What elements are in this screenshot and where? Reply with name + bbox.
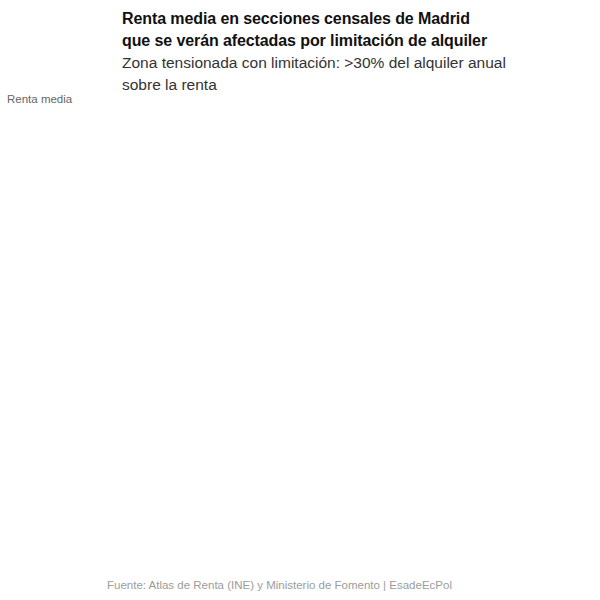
chart-figure: Renta media en secciones censales de Mad…: [0, 0, 600, 600]
plot-area: [0, 0, 600, 600]
source-caption: Fuente: Atlas de Renta (INE) y Ministeri…: [107, 579, 452, 591]
